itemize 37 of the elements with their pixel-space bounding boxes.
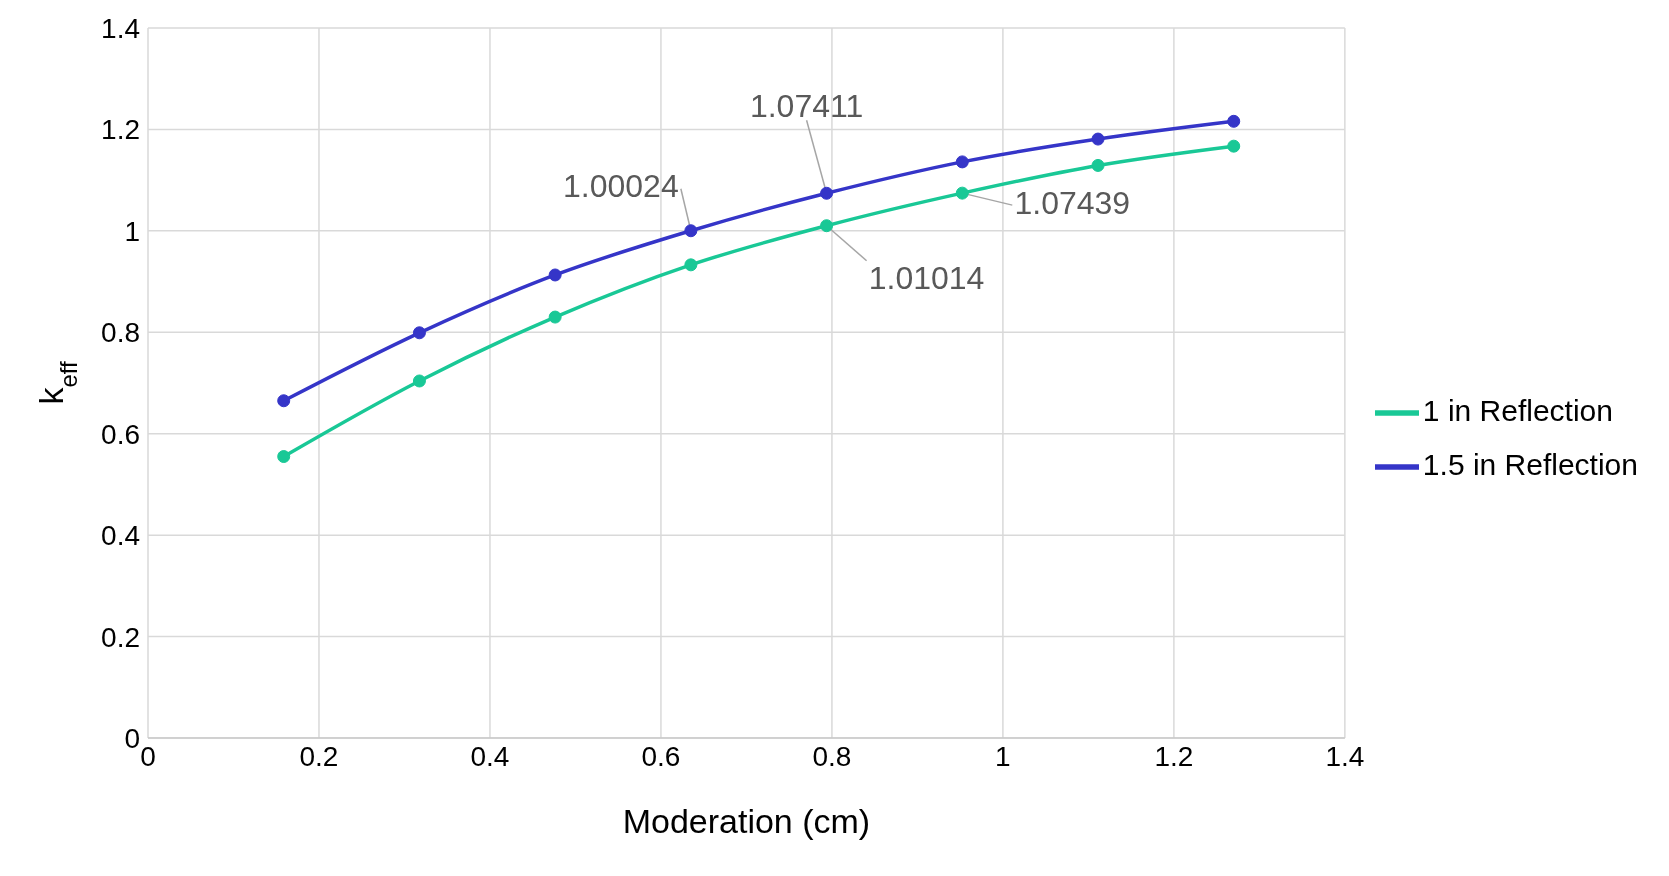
- x-tick-label: 1.2: [1154, 740, 1194, 772]
- point: [412, 374, 426, 388]
- point: [277, 394, 291, 408]
- point: [412, 326, 426, 340]
- point: [820, 186, 834, 200]
- x-tick-label: 1.4: [1325, 740, 1365, 772]
- point: [1227, 114, 1241, 128]
- point: [1091, 132, 1105, 146]
- point: [1227, 139, 1241, 153]
- x-axis-title: Moderation (cm): [622, 802, 871, 840]
- y-tick-label: 0.6: [101, 418, 140, 450]
- legend-label: 1 in Reflection: [1422, 394, 1613, 427]
- point: [820, 219, 834, 233]
- legend-label: 1.5 in Reflection: [1422, 448, 1638, 481]
- point: [684, 258, 698, 272]
- x-tick-label: 0.8: [812, 740, 852, 772]
- annotation: 1.07411: [749, 87, 864, 124]
- annotation: 1.07439: [1014, 184, 1131, 221]
- point: [955, 186, 969, 200]
- annotation: 1.01014: [868, 260, 985, 297]
- x-tick-label: 1: [995, 740, 1011, 772]
- x-tick-label: 0.4: [470, 740, 510, 772]
- point: [548, 268, 562, 282]
- point: [684, 224, 698, 238]
- point: [277, 450, 291, 464]
- x-tick-label: 0.2: [299, 740, 339, 772]
- y-tick-label: 1.2: [101, 114, 140, 146]
- y-tick-label: 0.4: [101, 520, 140, 552]
- point: [1091, 158, 1105, 172]
- y-tick-label: 0.8: [101, 317, 140, 349]
- annotation: 1.00024: [563, 168, 679, 205]
- x-tick-label: 0.6: [641, 740, 681, 772]
- point: [548, 310, 562, 324]
- y-tick-label: 1.4: [101, 12, 140, 44]
- y-tick-label: 0.2: [101, 621, 140, 653]
- point: [955, 155, 969, 169]
- y-tick-label: 1: [124, 215, 140, 247]
